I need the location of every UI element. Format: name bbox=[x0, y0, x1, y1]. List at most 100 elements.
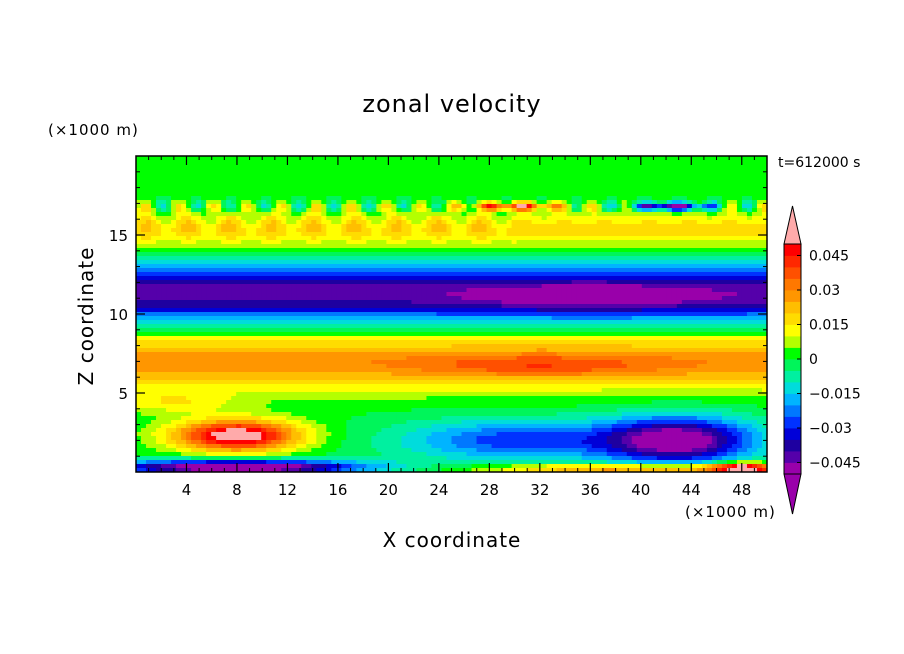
field-cell bbox=[441, 228, 448, 233]
field-cell bbox=[536, 196, 543, 201]
field-cell bbox=[591, 184, 598, 189]
field-cell bbox=[151, 180, 157, 185]
field-cell bbox=[471, 240, 478, 245]
field-cell bbox=[441, 184, 448, 189]
field-cell bbox=[306, 264, 312, 269]
field-cell bbox=[591, 248, 598, 253]
field-cell bbox=[681, 216, 688, 221]
field-cell bbox=[191, 208, 197, 213]
field-cell bbox=[496, 212, 503, 217]
field-cell bbox=[456, 196, 463, 201]
field-cell bbox=[421, 176, 428, 181]
field-cell bbox=[431, 168, 438, 173]
field-cell bbox=[656, 268, 663, 273]
field-cell bbox=[416, 296, 423, 301]
field-cell bbox=[606, 248, 613, 253]
field-cell bbox=[731, 276, 738, 281]
field-cell bbox=[136, 224, 142, 229]
field-cell bbox=[211, 284, 217, 289]
field-cell bbox=[526, 300, 533, 305]
field-cell bbox=[761, 232, 767, 237]
field-cell bbox=[546, 188, 553, 193]
field-cell bbox=[176, 192, 182, 197]
field-cell bbox=[556, 304, 563, 309]
field-cell bbox=[246, 244, 252, 249]
field-cell bbox=[171, 256, 177, 261]
field-cell bbox=[241, 240, 247, 245]
field-cell bbox=[246, 260, 252, 265]
field-cell bbox=[561, 156, 568, 161]
field-cell bbox=[301, 160, 307, 165]
field-cell bbox=[516, 292, 523, 297]
field-cell bbox=[391, 276, 398, 281]
field-cell bbox=[501, 180, 508, 185]
field-cell bbox=[481, 232, 488, 237]
field-cell bbox=[541, 228, 548, 233]
field-cell bbox=[726, 212, 733, 217]
field-cell bbox=[396, 268, 403, 273]
field-cell bbox=[211, 200, 217, 205]
field-cell bbox=[196, 260, 202, 265]
field-cell bbox=[626, 180, 633, 185]
field-cell bbox=[611, 216, 618, 221]
field-cell bbox=[531, 248, 538, 253]
field-cell bbox=[311, 168, 317, 173]
field-cell bbox=[321, 252, 327, 257]
field-cell bbox=[706, 196, 713, 201]
field-cell bbox=[316, 232, 322, 237]
field-cell bbox=[326, 252, 332, 257]
field-cell bbox=[251, 212, 257, 217]
field-cell bbox=[226, 164, 232, 169]
field-cell bbox=[381, 280, 387, 285]
field-cell bbox=[246, 188, 252, 193]
field-cell bbox=[301, 228, 307, 233]
field-cell bbox=[306, 220, 312, 225]
field-cell bbox=[511, 180, 518, 185]
field-cell bbox=[276, 156, 282, 161]
field-cell bbox=[191, 292, 197, 297]
field-cell bbox=[511, 168, 518, 173]
field-cell bbox=[526, 296, 533, 301]
field-cell bbox=[566, 168, 573, 173]
field-cell bbox=[276, 248, 282, 253]
field-cell bbox=[381, 248, 387, 253]
field-cell bbox=[626, 252, 633, 257]
field-cell bbox=[701, 236, 708, 241]
field-cell bbox=[146, 188, 152, 193]
field-cell bbox=[146, 304, 152, 309]
field-cell bbox=[606, 192, 613, 197]
field-cell bbox=[571, 176, 578, 181]
field-cell bbox=[666, 204, 673, 209]
field-cell bbox=[241, 208, 247, 213]
field-cell bbox=[356, 252, 362, 257]
field-cell bbox=[301, 200, 307, 205]
field-cell bbox=[571, 220, 578, 225]
field-cell bbox=[371, 284, 377, 289]
field-cell bbox=[461, 248, 468, 253]
field-cell bbox=[191, 312, 197, 317]
field-cell bbox=[321, 248, 327, 253]
field-cell bbox=[671, 240, 678, 245]
field-cell bbox=[436, 304, 443, 309]
field-cell bbox=[601, 304, 608, 309]
field-cell bbox=[676, 292, 683, 297]
field-cell bbox=[551, 156, 558, 161]
field-cell bbox=[246, 164, 252, 169]
field-cell bbox=[726, 156, 733, 161]
field-cell bbox=[191, 240, 197, 245]
field-cell bbox=[591, 216, 598, 221]
field-cell bbox=[686, 156, 693, 161]
field-cell bbox=[691, 288, 698, 293]
field-cell bbox=[486, 244, 493, 249]
field-cell bbox=[656, 164, 663, 169]
field-cell bbox=[536, 164, 543, 169]
field-cell bbox=[521, 164, 528, 169]
field-cell bbox=[176, 188, 182, 193]
field-cell bbox=[576, 184, 583, 189]
field-cell bbox=[471, 304, 478, 309]
field-cell bbox=[286, 176, 292, 181]
field-cell bbox=[491, 260, 498, 265]
field-cell bbox=[391, 312, 398, 317]
field-cell bbox=[591, 244, 598, 249]
field-cell bbox=[321, 208, 327, 213]
